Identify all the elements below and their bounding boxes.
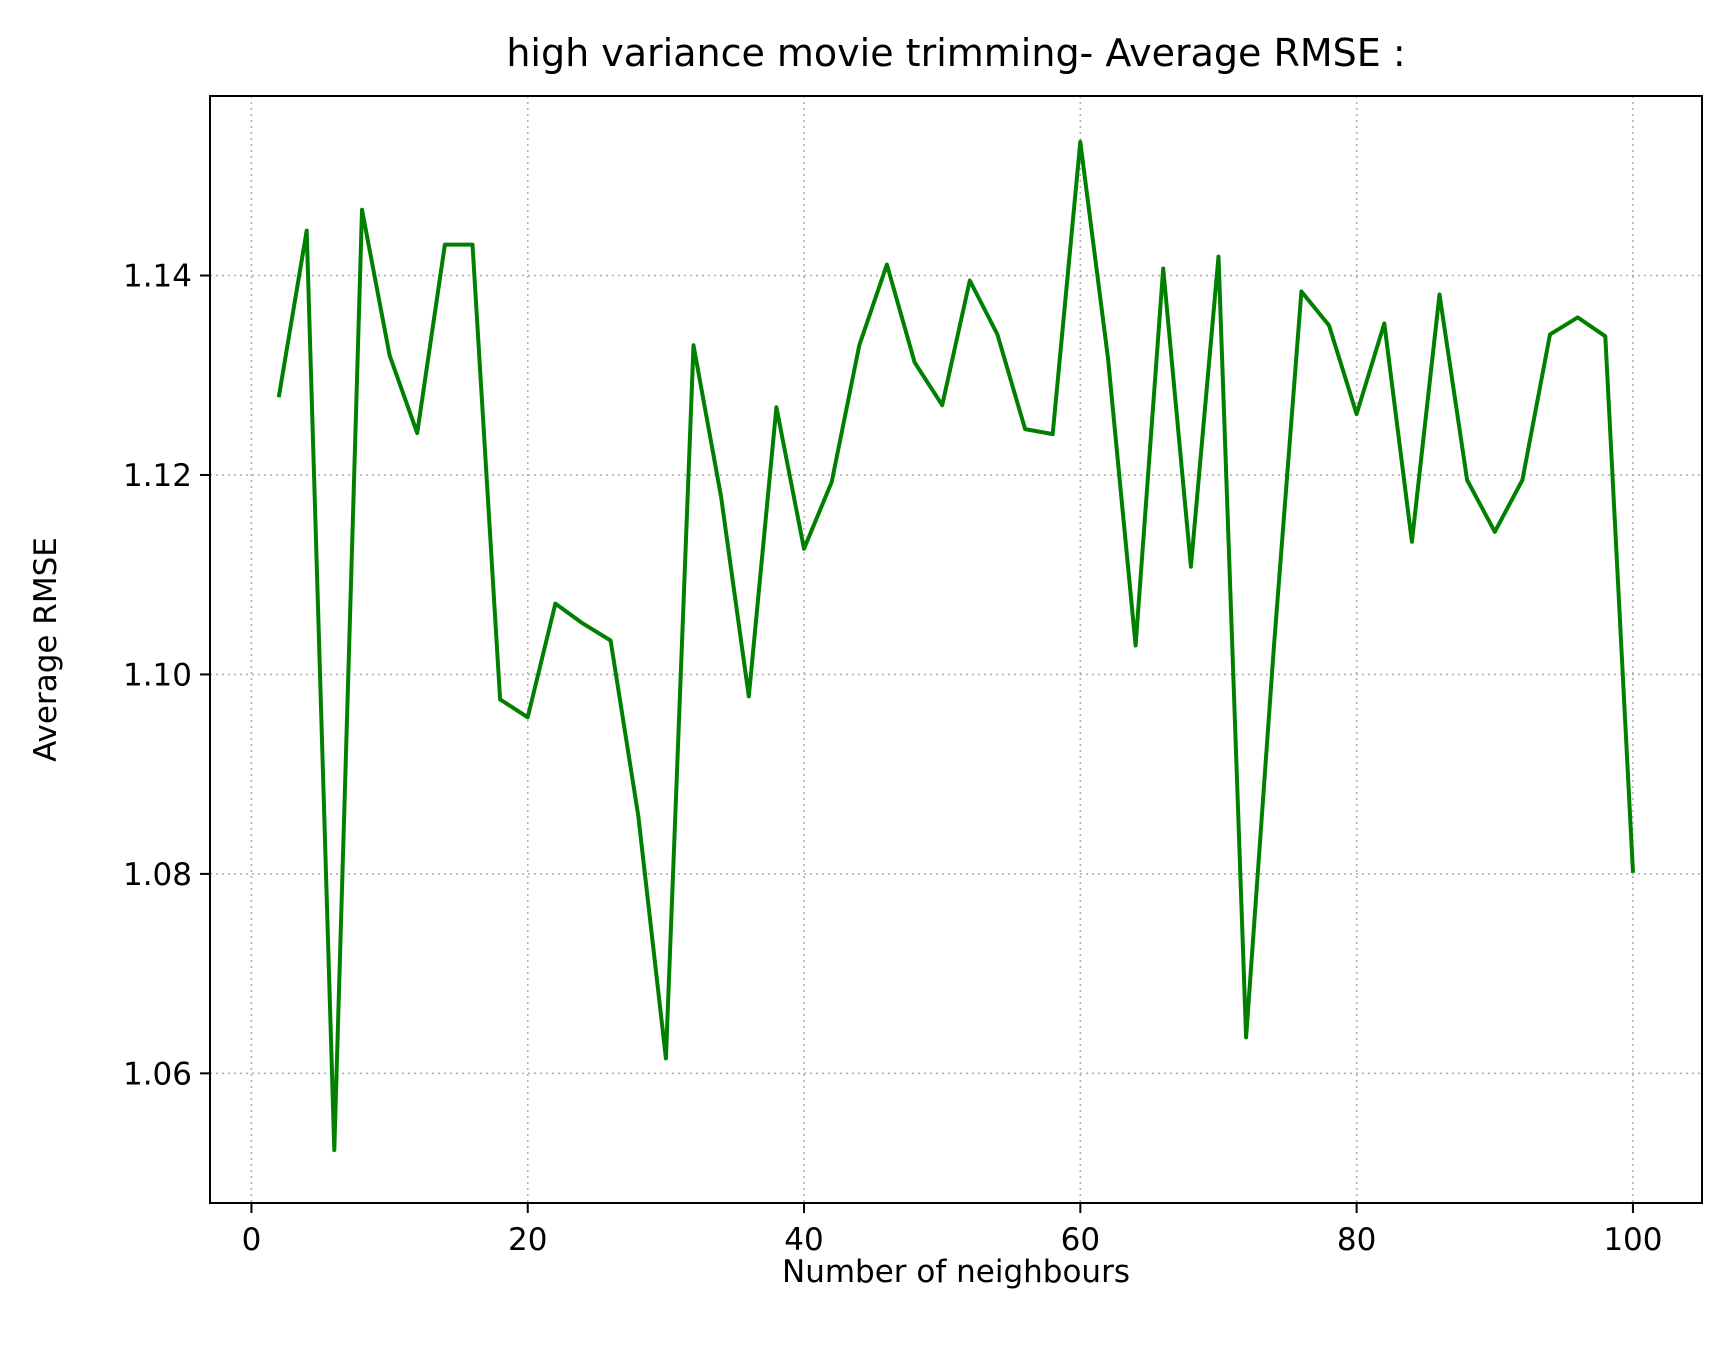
data-point (581, 622, 585, 626)
data-point (305, 229, 309, 233)
data-point (1410, 540, 1414, 544)
data-point (1051, 432, 1055, 436)
plot-frame (209, 95, 1703, 1204)
y-tick-label: 1.08 (123, 857, 192, 893)
y-axis-label: Average RMSE (28, 537, 64, 762)
x-tick-labels: 0 20 40 60 80 100 (242, 1222, 1663, 1258)
series-layer (276, 139, 1636, 1153)
data-point (968, 279, 972, 283)
data-point (1493, 530, 1497, 534)
data-point (1023, 427, 1027, 431)
data-point (1299, 289, 1303, 293)
data-point (1134, 644, 1138, 648)
data-point (1576, 315, 1580, 319)
chart-title: high variance movie trimming- Average RM… (506, 31, 1405, 75)
data-point (277, 393, 281, 397)
data-point (1272, 648, 1276, 652)
data-point (415, 431, 419, 435)
grid-lines (210, 96, 1702, 1203)
data-point (719, 495, 723, 499)
data-point (332, 1148, 336, 1152)
data-point (940, 403, 944, 407)
series-line (276, 139, 1636, 1153)
data-point (526, 715, 530, 719)
y-tick-labels: 1.06 1.08 1.10 1.12 1.14 (123, 259, 192, 1093)
data-point (692, 343, 696, 347)
data-point (553, 602, 557, 606)
data-point (774, 405, 778, 409)
data-point (1465, 478, 1469, 482)
data-point (747, 694, 751, 698)
data-point (1631, 869, 1635, 873)
data-point (913, 360, 917, 364)
x-tick-label: 40 (784, 1222, 823, 1258)
data-point (1520, 478, 1524, 482)
data-point (995, 332, 999, 336)
data-point (664, 1056, 668, 1060)
x-tick-label: 80 (1337, 1222, 1376, 1258)
y-tick-label: 1.14 (123, 259, 192, 295)
data-point (885, 263, 889, 267)
y-tick-label: 1.12 (123, 458, 192, 494)
data-point (1106, 356, 1110, 360)
data-point (857, 343, 861, 347)
data-point (609, 639, 613, 643)
data-point (1216, 255, 1220, 259)
data-point (1382, 321, 1386, 325)
data-point (470, 243, 474, 247)
y-tick-label: 1.06 (123, 1056, 192, 1092)
x-tick-label: 20 (508, 1222, 547, 1258)
data-point (1244, 1035, 1248, 1039)
data-point (388, 353, 392, 357)
data-point (1548, 332, 1552, 336)
data-point (1355, 412, 1359, 416)
data-point (443, 243, 447, 247)
data-point (360, 208, 364, 212)
data-point (498, 697, 502, 701)
data-point (1189, 565, 1193, 569)
data-point (1603, 334, 1607, 338)
x-tick-label: 60 (1061, 1222, 1100, 1258)
x-axis-label: Number of neighbours (782, 1254, 1130, 1290)
data-point (1161, 267, 1165, 271)
data-point (1438, 292, 1442, 296)
tick-marks (200, 274, 1634, 1213)
data-point (636, 814, 640, 818)
data-point (830, 480, 834, 484)
data-point (1078, 140, 1082, 144)
data-point (802, 547, 806, 551)
x-tick-label: 100 (1603, 1222, 1662, 1258)
y-tick-label: 1.10 (123, 657, 192, 693)
x-tick-label: 0 (242, 1222, 262, 1258)
data-point (1327, 323, 1331, 327)
